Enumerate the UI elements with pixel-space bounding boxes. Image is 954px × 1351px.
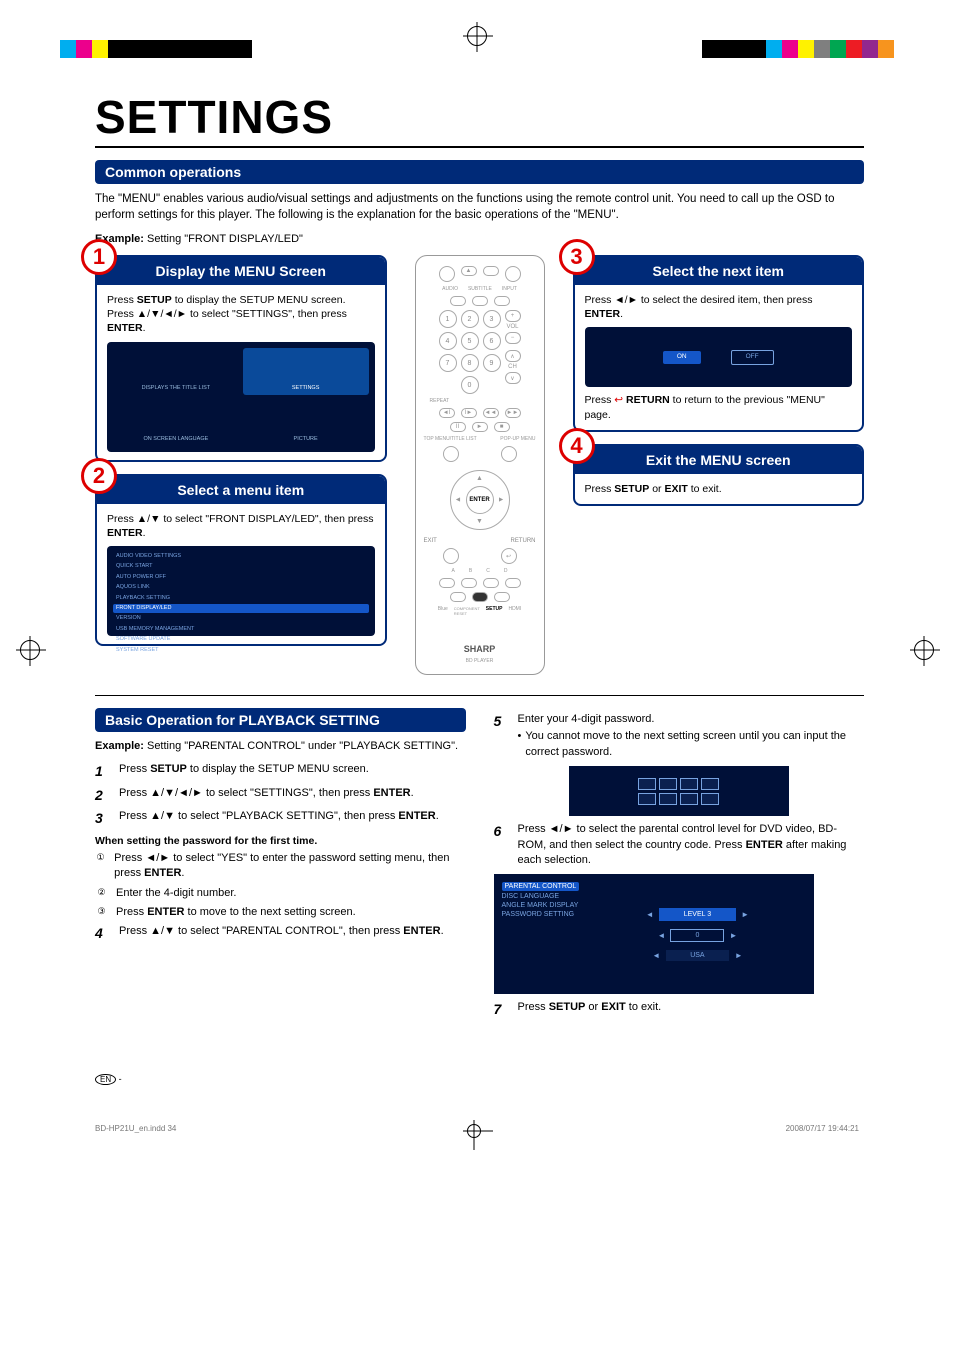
- example-line-2: Example: Setting "PARENTAL CONTROL" unde…: [95, 740, 466, 752]
- remote-column: ▲ AUDIO SUBTITLE INPUT 1234567890 + VO: [405, 255, 555, 675]
- password-input-graphic: [569, 766, 789, 816]
- right-step-6: 6 Press ◄/► to select the parental contr…: [494, 822, 865, 868]
- parental-right-options: LEVEL 3 0 USA: [589, 882, 805, 986]
- on-option: ON: [663, 351, 701, 364]
- left-step-4: 4 Press ▲/▼ to select "PARENTAL CONTROL"…: [95, 924, 466, 944]
- intro-text: The "MENU" enables various audio/visual …: [95, 192, 864, 223]
- brand-label: SHARP: [464, 644, 496, 654]
- parental-left-list: PARENTAL CONTROLDISC LANGUAGEANGLE MARK …: [502, 882, 580, 986]
- language-badge: EN -: [95, 1074, 954, 1084]
- zero-pill: 0: [670, 929, 724, 942]
- remote-top-row: ▲: [424, 266, 536, 282]
- step-4-body: Press SETUP or EXIT to exit.: [575, 474, 863, 504]
- footer-filename: BD-HP21U_en.indd 34: [95, 1124, 176, 1138]
- step-1-box: 1 Display the MENU Screen Press SETUP to…: [95, 255, 387, 462]
- page-content: SETTINGS Common operations The "MENU" en…: [0, 70, 954, 1054]
- footer: BD-HP21U_en.indd 34 2008/07/17 19:44:21: [0, 1124, 954, 1158]
- pw-substeps: ①Press ◄/► to select "YES" to enter the …: [95, 851, 466, 921]
- off-option: OFF: [731, 350, 774, 365]
- step-4-number: 4: [559, 428, 595, 464]
- settings-list-graphic: AUDIO VIDEO SETTINGSQUICK STARTAUTO POWE…: [107, 546, 375, 636]
- setup-label: SETUP: [486, 606, 503, 616]
- vol-ch-column: + VOL − ∧ CH ∨: [505, 310, 521, 384]
- menu-graphic: DISPLAYS THE TITLE LIST SETTINGS ON SCRE…: [107, 342, 375, 452]
- registration-mark-top: [467, 26, 487, 46]
- display-button: [483, 266, 499, 276]
- password-heading: When setting the password for the first …: [95, 835, 466, 847]
- step-3-box: 3 Select the next item Press ◄/► to sele…: [573, 255, 865, 432]
- section-common-operations: Common operations: [95, 160, 864, 184]
- playback-left: Basic Operation for PLAYBACK SETTING Exa…: [95, 708, 466, 1024]
- enter-ring: ENTER ▲ ▼ ◄ ►: [450, 470, 510, 530]
- right-step-7: 7 Press SETUP or EXIT to exit.: [494, 1000, 865, 1020]
- setup-button: [472, 592, 488, 602]
- step-2-title: Select a menu item: [97, 476, 385, 504]
- menu-tile-title-list: DISPLAYS THE TITLE LIST: [113, 348, 239, 395]
- step-4-box: 4 Exit the MENU screen Press SETUP or EX…: [573, 444, 865, 506]
- step-1-title: Display the MENU Screen: [97, 257, 385, 285]
- playback-section: Basic Operation for PLAYBACK SETTING Exa…: [95, 708, 864, 1024]
- playback-right: 5 Enter your 4-digit password. •You cann…: [494, 708, 865, 1024]
- divider: [95, 695, 864, 696]
- steps-grid: 1 Display the MENU Screen Press SETUP to…: [95, 255, 864, 675]
- step-4-title: Exit the MENU screen: [575, 446, 863, 474]
- page-title: SETTINGS: [95, 90, 864, 148]
- registration-mark-bottom: [467, 1124, 481, 1138]
- left-steps: 1Press SETUP to display the SETUP MENU s…: [95, 762, 466, 829]
- remote-control: ▲ AUDIO SUBTITLE INPUT 1234567890 + VO: [415, 255, 545, 675]
- example-text: Setting "FRONT DISPLAY/LED": [144, 233, 303, 245]
- menu-tile-picture: PICTURE: [243, 399, 369, 446]
- step-1-number: 1: [81, 239, 117, 275]
- menu-tile-settings: SETTINGS: [243, 348, 369, 395]
- step-1-body: Press SETUP to display the SETUP MENU sc…: [97, 285, 385, 460]
- registration-mark-right: [914, 640, 934, 660]
- example-line: Example: Setting "FRONT DISPLAY/LED": [95, 233, 864, 245]
- on-off-graphic: ON OFF: [585, 327, 853, 387]
- step-3-title: Select the next item: [575, 257, 863, 285]
- return-icon: ↩: [614, 394, 623, 406]
- color-bar-left: [60, 40, 252, 58]
- section-playback: Basic Operation for PLAYBACK SETTING: [95, 708, 466, 732]
- step-3-number: 3: [559, 239, 595, 275]
- step-2-body: Press ▲/▼ to select "FRONT DISPLAY/LED",…: [97, 504, 385, 644]
- color-bar-right: [702, 40, 894, 58]
- menu-tile-language: ON SCREEN LANGUAGE: [113, 399, 239, 446]
- right-column: 3 Select the next item Press ◄/► to sele…: [573, 255, 865, 675]
- step-2-number: 2: [81, 458, 117, 494]
- power-button: [439, 266, 455, 282]
- parental-control-graphic: PARENTAL CONTROLDISC LANGUAGEANGLE MARK …: [494, 874, 814, 994]
- enter-button-label: ENTER: [469, 497, 489, 503]
- step-2-box: 2 Select a menu item Press ▲/▼ to select…: [95, 474, 387, 646]
- step-3-body: Press ◄/► to select the desired item, th…: [575, 285, 863, 430]
- level-pill: LEVEL 3: [659, 908, 736, 921]
- registration-mark-left: [20, 640, 40, 660]
- right-step-5: 5 Enter your 4-digit password. •You cann…: [494, 712, 865, 760]
- numpad: 1234567890: [439, 310, 501, 394]
- tv-power-button: [505, 266, 521, 282]
- footer-timestamp: 2008/07/17 19:44:21: [786, 1124, 859, 1138]
- left-column: 1 Display the MENU Screen Press SETUP to…: [95, 255, 387, 675]
- open-close-button: ▲: [461, 266, 477, 276]
- crop-marks: [0, 0, 954, 70]
- country-pill: USA: [666, 950, 728, 961]
